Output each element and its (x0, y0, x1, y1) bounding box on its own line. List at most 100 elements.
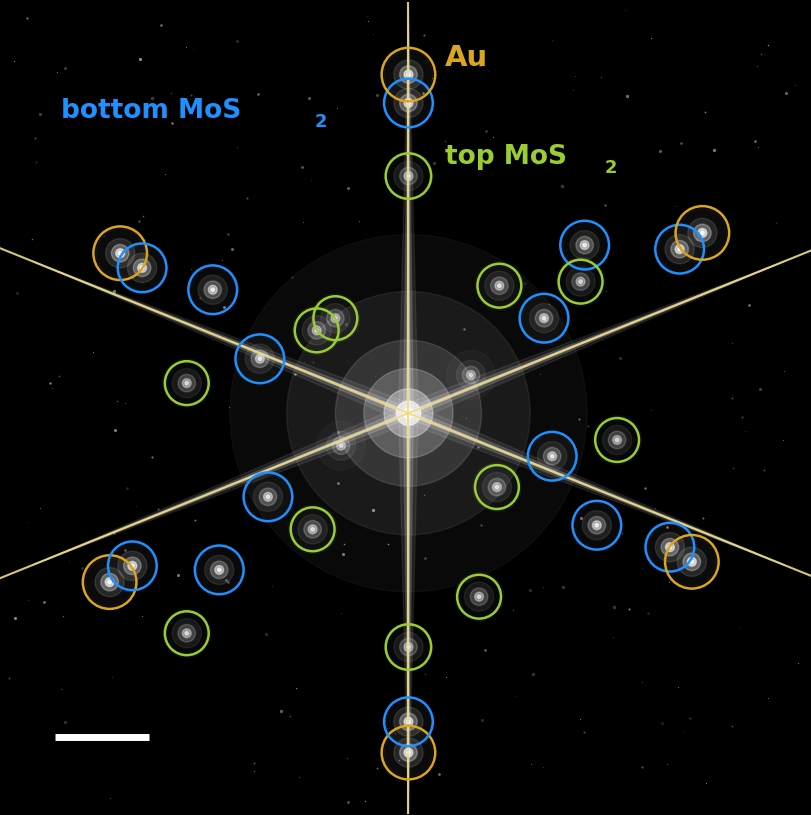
Circle shape (406, 73, 410, 77)
Circle shape (208, 285, 217, 294)
Circle shape (578, 280, 581, 284)
Circle shape (312, 326, 320, 335)
Circle shape (95, 567, 124, 597)
Circle shape (204, 555, 234, 584)
Circle shape (667, 545, 671, 549)
Circle shape (131, 564, 134, 567)
Circle shape (399, 95, 417, 112)
Circle shape (399, 713, 417, 730)
Circle shape (384, 389, 432, 438)
Circle shape (311, 527, 314, 531)
Circle shape (571, 273, 589, 290)
Polygon shape (398, 413, 418, 815)
Circle shape (101, 573, 118, 591)
Circle shape (393, 632, 423, 662)
Circle shape (403, 408, 413, 418)
Circle shape (172, 619, 201, 648)
Circle shape (331, 314, 339, 323)
Circle shape (594, 523, 598, 527)
Circle shape (469, 373, 472, 377)
Circle shape (210, 562, 228, 579)
Circle shape (406, 720, 410, 724)
Circle shape (363, 368, 453, 458)
Circle shape (587, 517, 605, 534)
Circle shape (185, 632, 188, 635)
Circle shape (178, 374, 195, 392)
Circle shape (105, 578, 114, 587)
Circle shape (266, 495, 269, 499)
Circle shape (495, 485, 498, 489)
Circle shape (315, 328, 318, 333)
Circle shape (404, 99, 412, 108)
Polygon shape (407, 261, 784, 415)
Circle shape (140, 266, 144, 270)
Polygon shape (32, 404, 411, 566)
Circle shape (581, 511, 611, 540)
Circle shape (399, 638, 417, 656)
Circle shape (393, 738, 423, 767)
Circle shape (542, 316, 545, 320)
Circle shape (172, 368, 201, 398)
Polygon shape (407, 412, 784, 566)
Circle shape (697, 228, 706, 237)
Circle shape (550, 455, 553, 458)
Circle shape (461, 366, 479, 384)
Text: top MoS: top MoS (444, 144, 566, 170)
Circle shape (133, 259, 151, 276)
Circle shape (404, 748, 412, 757)
Circle shape (264, 492, 272, 501)
Circle shape (105, 239, 135, 268)
Text: 2: 2 (604, 159, 616, 177)
Circle shape (529, 303, 558, 333)
Circle shape (245, 344, 274, 373)
Circle shape (108, 580, 111, 584)
Circle shape (487, 478, 505, 496)
Circle shape (569, 231, 599, 260)
Circle shape (258, 357, 261, 360)
Circle shape (539, 314, 547, 323)
Circle shape (326, 310, 344, 327)
Text: bottom MoS: bottom MoS (61, 98, 241, 124)
Circle shape (111, 244, 129, 262)
Circle shape (406, 751, 410, 755)
Polygon shape (398, 7, 418, 413)
Circle shape (255, 355, 264, 363)
Circle shape (484, 271, 513, 300)
Polygon shape (406, 408, 784, 566)
Polygon shape (32, 412, 409, 566)
Circle shape (406, 645, 410, 649)
Polygon shape (32, 261, 409, 415)
Circle shape (677, 248, 680, 251)
Circle shape (298, 515, 327, 544)
Polygon shape (406, 261, 784, 418)
Circle shape (337, 441, 345, 450)
Circle shape (592, 521, 600, 530)
Circle shape (259, 488, 277, 505)
Circle shape (689, 560, 693, 563)
Circle shape (700, 231, 703, 235)
Circle shape (470, 588, 487, 606)
Circle shape (307, 322, 325, 339)
Circle shape (138, 263, 146, 272)
Circle shape (464, 582, 493, 611)
Circle shape (497, 284, 500, 288)
Polygon shape (406, 413, 410, 815)
Circle shape (612, 435, 620, 444)
Circle shape (396, 401, 420, 425)
Circle shape (286, 292, 530, 535)
Circle shape (404, 172, 412, 180)
Circle shape (217, 568, 221, 571)
Circle shape (682, 553, 700, 570)
Circle shape (118, 252, 122, 255)
Circle shape (326, 431, 355, 460)
Polygon shape (403, 413, 413, 815)
Circle shape (211, 288, 214, 292)
Circle shape (537, 442, 566, 471)
Circle shape (393, 88, 423, 117)
Circle shape (253, 482, 282, 512)
Text: Au: Au (444, 44, 487, 73)
Circle shape (543, 447, 560, 465)
Circle shape (303, 521, 321, 538)
Circle shape (404, 717, 412, 726)
Circle shape (406, 174, 410, 178)
